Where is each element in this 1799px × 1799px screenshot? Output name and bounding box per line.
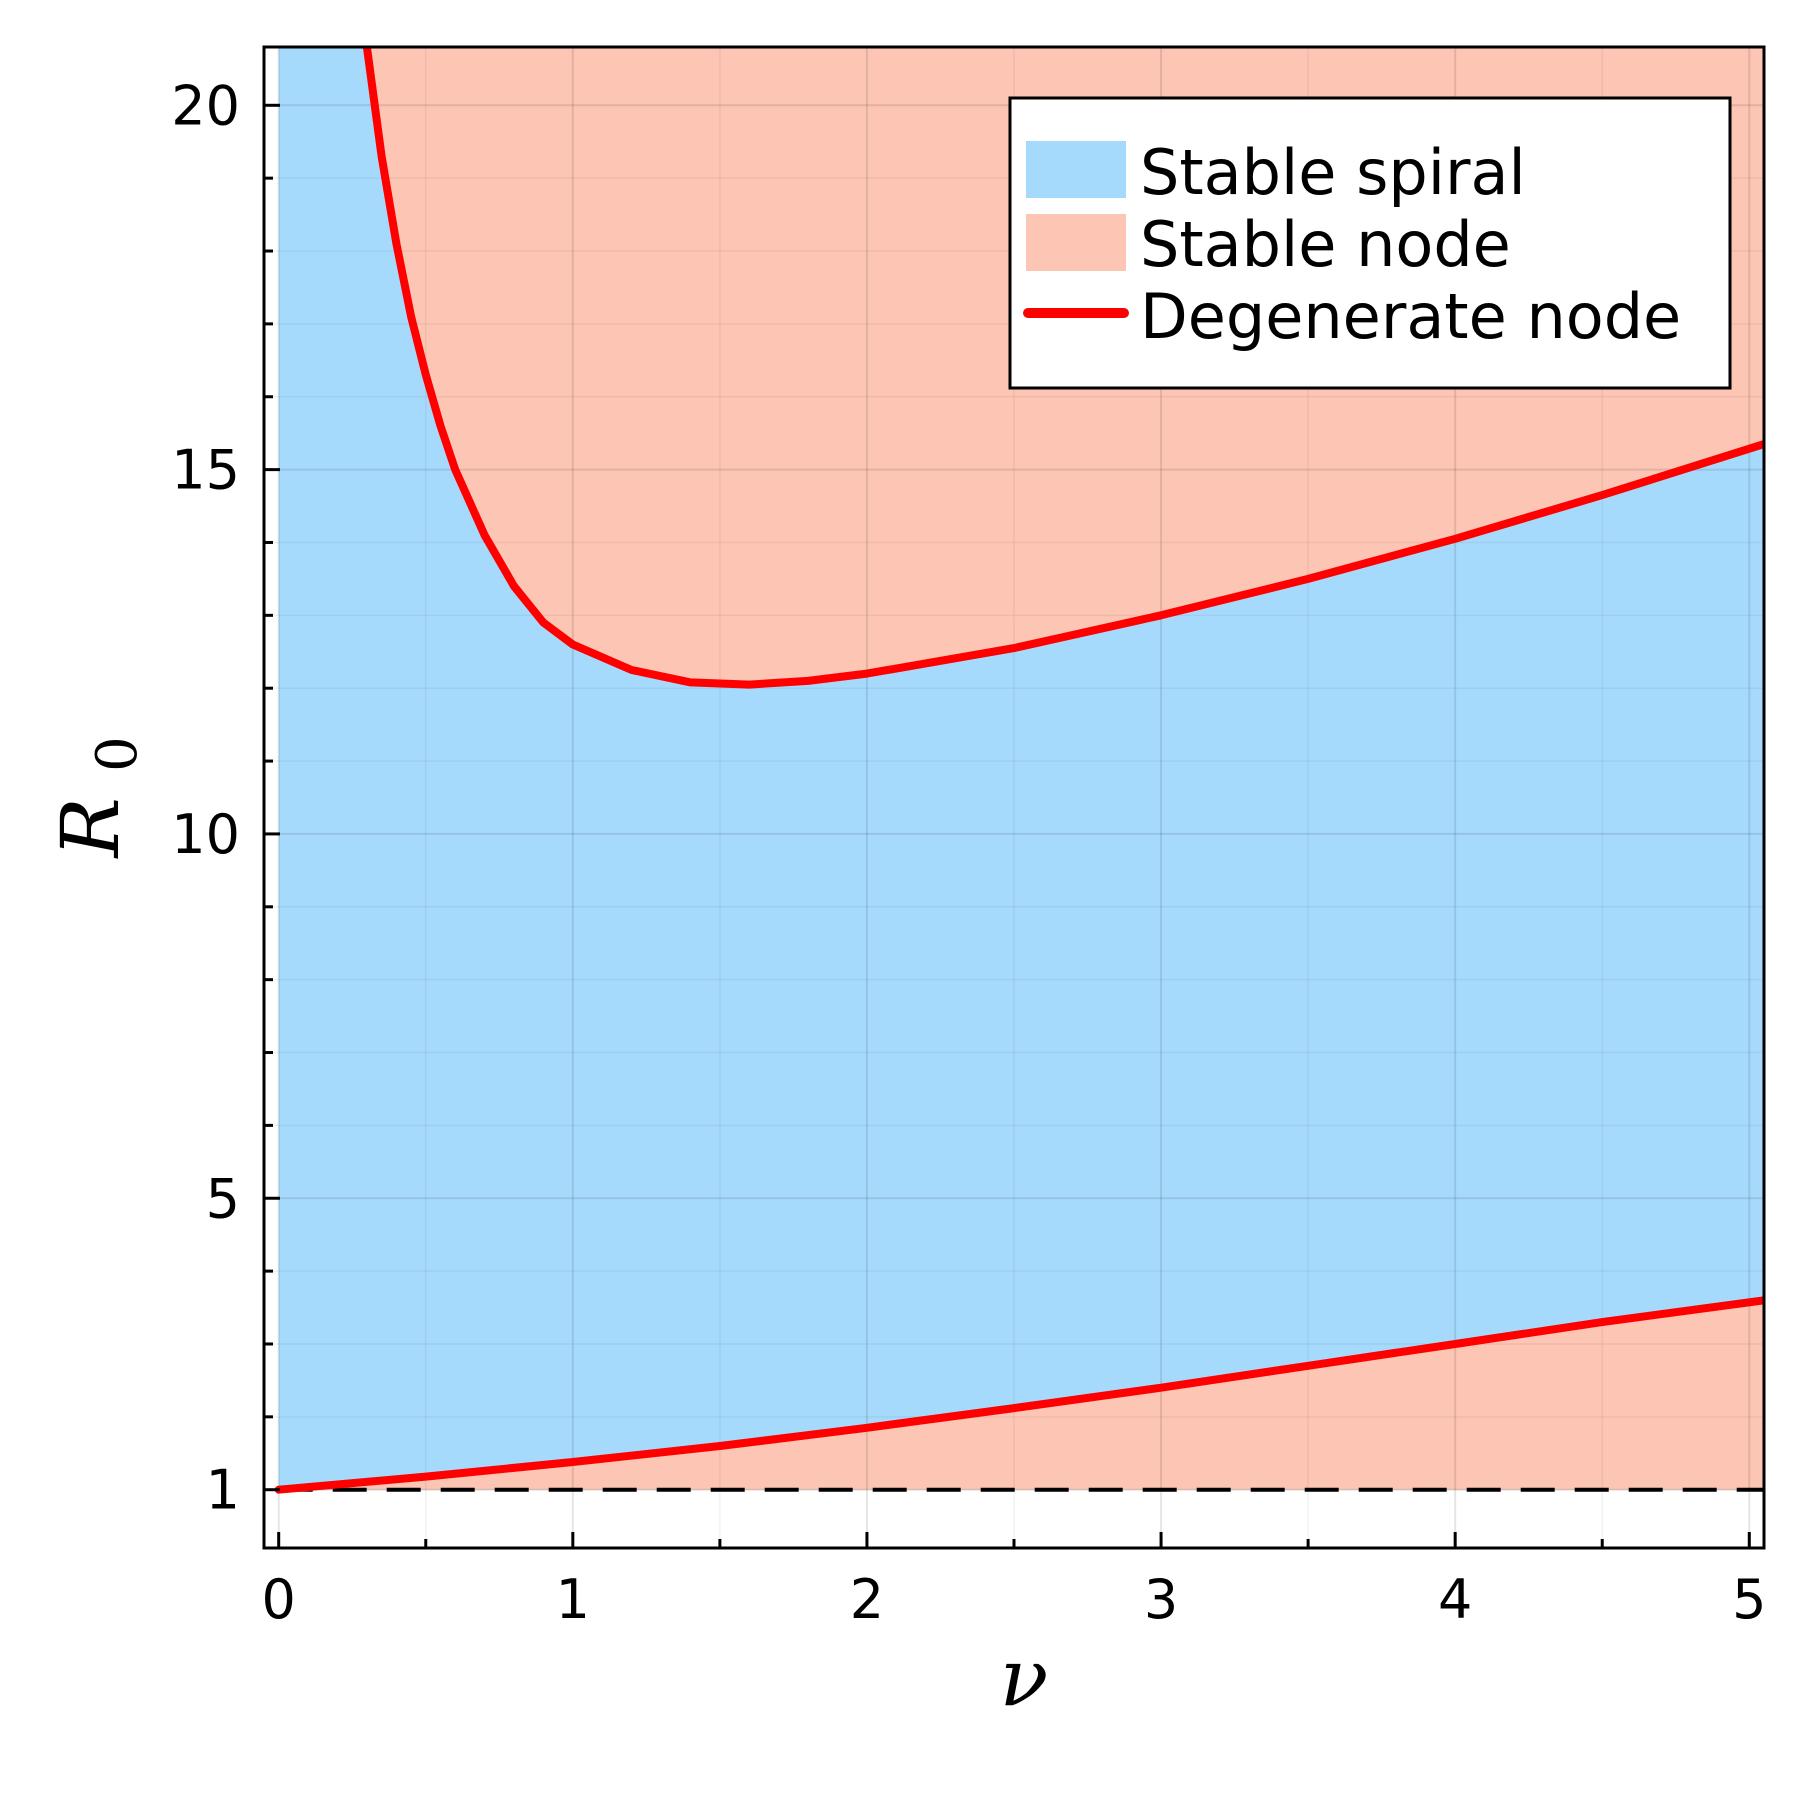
y-axis-label-subscript: 0 (85, 736, 150, 772)
x-tick-label-0: 0 (262, 1568, 296, 1631)
legend-swatch-stable-spiral (1026, 141, 1126, 198)
degenerate-node-curve-lower (274, 1296, 1764, 1494)
legend-box (1008, 96, 1732, 390)
x-tick-label-2: 2 (850, 1568, 884, 1631)
y-tick-label-2: 10 (171, 803, 240, 866)
y-tick-label-1: 5 (206, 1167, 240, 1230)
x-axis-label: ν (1000, 1631, 1049, 1724)
legend-swatch-stable-node (1026, 214, 1126, 271)
x-tick-label-1: 1 (556, 1568, 590, 1631)
axis-ticks (264, 103, 1751, 1548)
legend-label-degenerate-node: Degenerate node (1140, 280, 1681, 353)
y-axis-label: R 0 (44, 736, 150, 859)
svg-text:R 0: R 0 (44, 736, 150, 859)
legend: Stable spiral Stable node Degenerate nod… (1008, 96, 1732, 390)
x-tick-label-5: 5 (1732, 1568, 1766, 1631)
degenerate-node-curve-upper (362, 47, 1764, 689)
x-tick-label-4: 4 (1438, 1568, 1472, 1631)
x-tick-label-3: 3 (1144, 1568, 1178, 1631)
stable-node-region-lower (278, 1300, 1764, 1490)
y-tick-label-3: 15 (171, 439, 240, 502)
y-axis-label-main: R (44, 797, 137, 859)
y-tick-label-0: 1 (206, 1459, 240, 1522)
legend-label-stable-spiral: Stable spiral (1140, 136, 1526, 209)
legend-label-stable-node: Stable node (1140, 208, 1511, 281)
y-tick-label-4: 20 (171, 74, 240, 137)
